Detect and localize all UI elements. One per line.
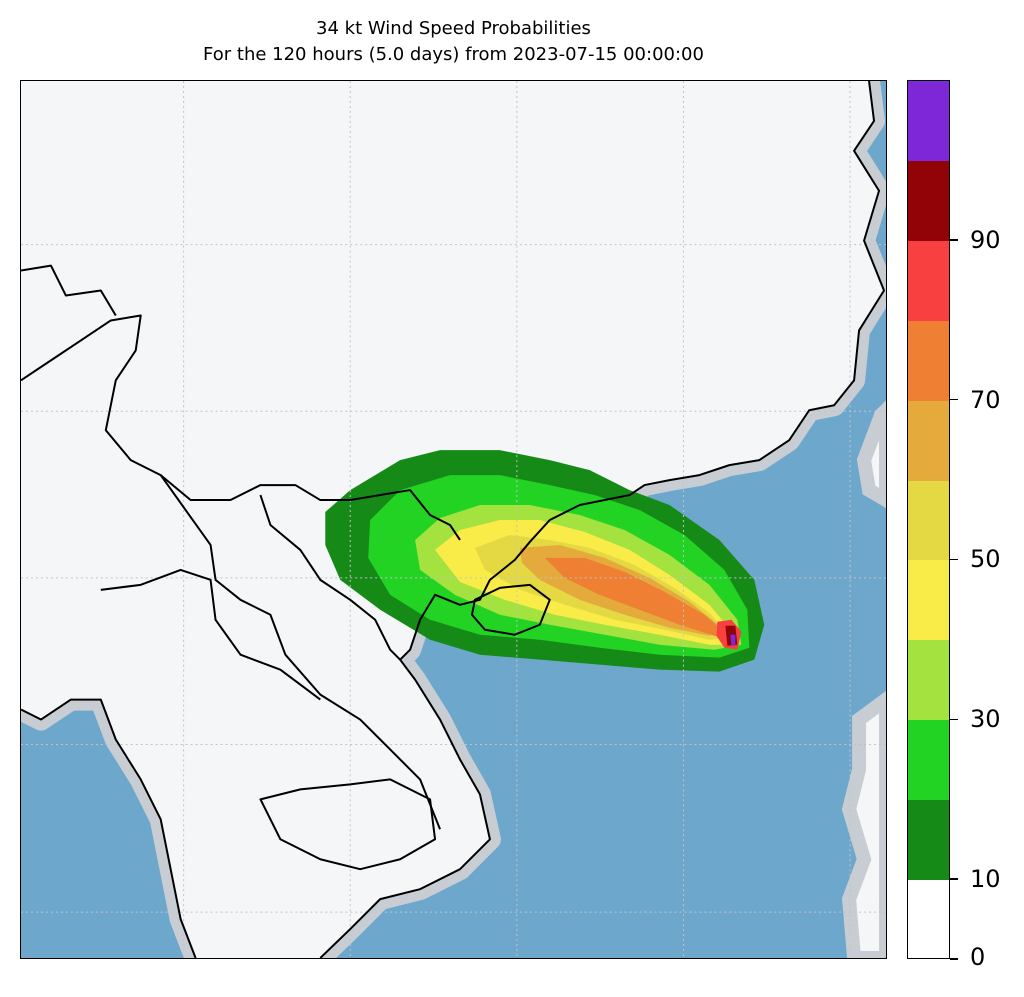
colorbar [907, 80, 950, 959]
colorbar-tick-label: 10 [970, 865, 1001, 894]
colorbar-bin-60 [908, 400, 949, 481]
gridlines [21, 81, 886, 958]
map-canvas [21, 81, 886, 958]
luzon [841, 690, 886, 958]
colorbar-tick [950, 718, 958, 721]
coastlines-borders [21, 81, 886, 958]
colorbar-bin-30 [908, 640, 949, 721]
map-subtitle: For the 120 hours (5.0 days) from 2023-0… [203, 44, 704, 65]
colorbar-tick-label: 0 [970, 943, 986, 971]
colorbar-tick [950, 558, 958, 561]
colorbar-tick-label: 70 [970, 385, 1001, 414]
map-panel [20, 80, 887, 959]
colorbar-bin-50 [908, 480, 949, 561]
contour-100 [730, 634, 736, 646]
colorbar-tick [950, 239, 958, 241]
colorbar-tick [950, 878, 958, 880]
hainan-island [470, 583, 551, 636]
colorbar-tick-label: 90 [970, 225, 1001, 254]
colorbar-bin-10 [908, 800, 949, 881]
colorbar-tick-label: 50 [970, 545, 1001, 574]
colorbar-bin-70 [908, 320, 949, 401]
colorbar-bin-20 [908, 720, 949, 801]
probability-contours [325, 450, 765, 672]
colorbar-bin-0 [908, 880, 949, 958]
colorbar-bin-40 [908, 560, 949, 641]
colorbar-bin-100 [908, 81, 949, 161]
colorbar-tick [950, 958, 958, 960]
map-title: 34 kt Wind Speed Probabilities [316, 18, 591, 39]
colorbar-bin-80 [908, 240, 949, 321]
colorbar-tick-label: 30 [970, 705, 1001, 734]
colorbar-tick [950, 398, 958, 401]
colorbar-bin-90 [908, 160, 949, 241]
